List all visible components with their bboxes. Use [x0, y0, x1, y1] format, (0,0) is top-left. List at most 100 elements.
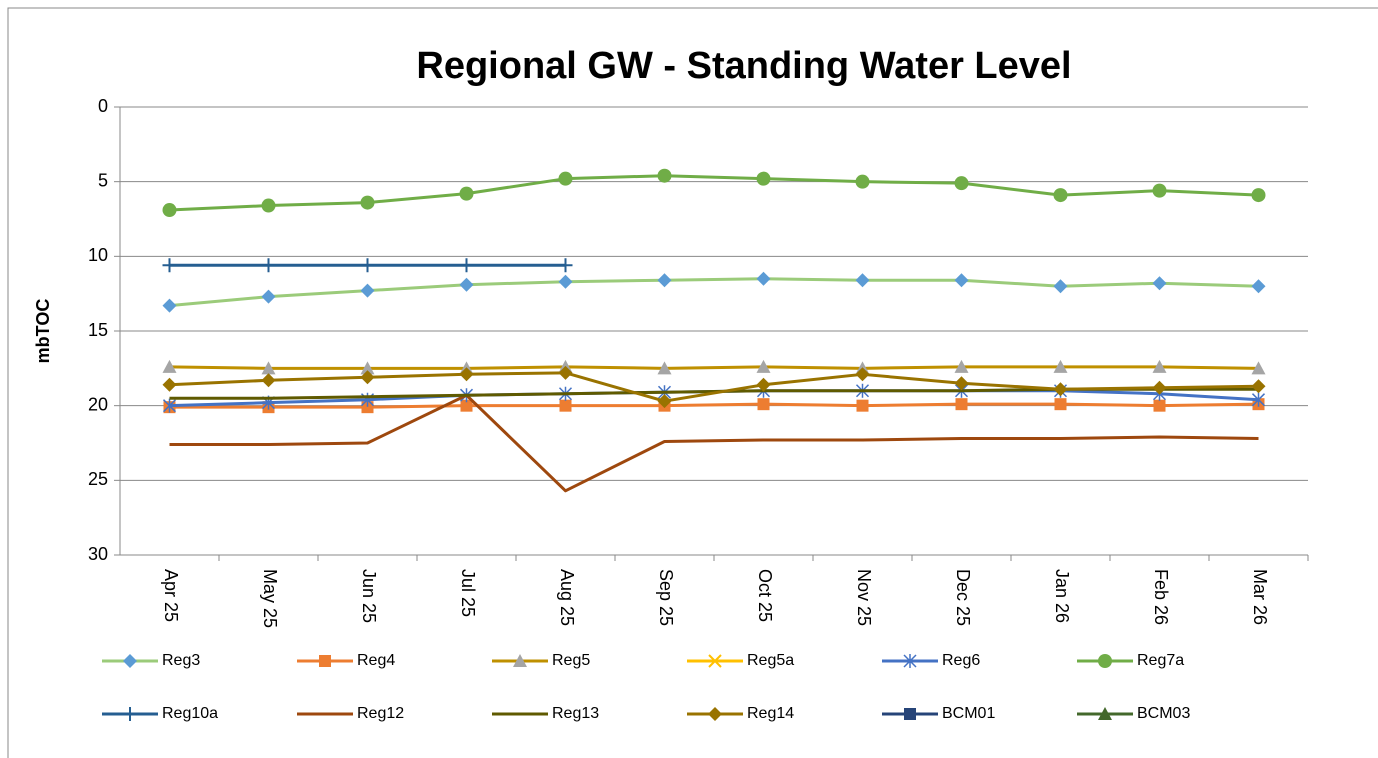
legend-label: BCM03 — [1137, 705, 1190, 722]
marker — [756, 171, 771, 186]
legend-label: Reg7a — [1137, 652, 1184, 669]
marker — [261, 198, 276, 213]
marker — [657, 273, 672, 288]
legend-label: Reg10a — [162, 705, 218, 722]
chart-border — [7, 7, 1378, 758]
marker — [1152, 276, 1167, 291]
x-tick-label: Jul 25 — [458, 569, 478, 617]
marker — [954, 273, 969, 288]
marker — [1251, 379, 1266, 394]
marker — [1251, 361, 1266, 375]
marker — [1098, 654, 1112, 668]
marker — [954, 359, 969, 373]
y-tick-label: 5 — [98, 170, 108, 190]
marker — [657, 394, 672, 409]
legend-label: Reg6 — [942, 652, 980, 669]
marker — [855, 367, 870, 382]
series-line — [169, 277, 1259, 308]
marker — [855, 273, 870, 288]
marker — [1054, 398, 1067, 411]
marker — [123, 654, 137, 668]
legend-label: Reg13 — [552, 705, 599, 722]
y-tick-label: 25 — [88, 469, 108, 489]
x-tick-label: Jun 25 — [359, 569, 379, 623]
marker — [558, 274, 573, 289]
legend-item: Reg6 — [882, 652, 980, 669]
marker — [162, 398, 177, 413]
legend-label: Reg5a — [747, 652, 794, 669]
marker — [955, 398, 968, 411]
marker — [361, 401, 374, 414]
marker — [558, 365, 573, 380]
legend-label: Reg12 — [357, 705, 404, 722]
legend-item: Reg5a — [687, 652, 794, 669]
marker — [1053, 359, 1068, 373]
legend-label: Reg4 — [357, 652, 395, 669]
legend-item: Reg3 — [102, 652, 200, 669]
marker — [319, 655, 331, 667]
marker — [360, 195, 375, 210]
marker — [360, 361, 375, 375]
x-tick-label: Nov 25 — [854, 569, 874, 626]
legend-item: Reg10a — [102, 705, 218, 722]
x-tick-label: Feb 26 — [1151, 569, 1171, 625]
marker — [756, 377, 771, 392]
marker — [657, 361, 672, 375]
legend-item: Reg12 — [297, 705, 404, 722]
legend-item: Reg14 — [687, 705, 794, 722]
marker — [360, 283, 375, 298]
series-line — [169, 365, 1259, 370]
series-line — [169, 174, 1259, 212]
marker — [903, 654, 917, 668]
legend-label: Reg5 — [552, 652, 590, 669]
marker — [261, 361, 276, 375]
y-axis-label: mbTOC — [33, 299, 53, 364]
series-line — [169, 371, 1259, 403]
marker — [1152, 183, 1167, 198]
legend-label: Reg3 — [162, 652, 200, 669]
marker — [756, 359, 771, 373]
y-tick-label: 10 — [88, 245, 108, 265]
legend-item: Reg13 — [492, 705, 599, 722]
legend-label: Reg14 — [747, 705, 794, 722]
marker — [459, 367, 474, 382]
legend-item: Reg4 — [297, 652, 395, 669]
marker — [1098, 707, 1112, 720]
marker — [123, 707, 137, 721]
x-tick-label: Mar 26 — [1250, 569, 1270, 625]
marker — [756, 271, 771, 286]
marker — [559, 399, 572, 412]
x-tick-label: Dec 25 — [953, 569, 973, 626]
marker — [1053, 279, 1068, 294]
marker — [708, 654, 722, 668]
marker — [1053, 188, 1068, 203]
marker — [162, 359, 177, 373]
y-tick-label: 20 — [88, 394, 108, 414]
marker — [708, 707, 722, 721]
series-line — [169, 393, 1259, 493]
marker — [261, 289, 276, 304]
marker — [954, 176, 969, 191]
y-tick-label: 30 — [88, 544, 108, 564]
marker — [954, 376, 969, 391]
x-tick-label: May 25 — [260, 569, 280, 628]
marker — [657, 168, 672, 183]
marker — [558, 171, 573, 186]
marker — [1251, 279, 1266, 294]
x-tick-label: Oct 25 — [755, 569, 775, 622]
marker — [459, 258, 474, 273]
legend-item: Reg5 — [492, 652, 590, 669]
marker — [558, 258, 573, 273]
x-tick-label: Sep 25 — [656, 569, 676, 626]
marker — [1251, 188, 1266, 203]
marker — [162, 203, 177, 218]
marker — [513, 654, 527, 667]
y-tick-label: 0 — [98, 96, 108, 116]
series-line — [169, 402, 1259, 409]
legend-item: Reg7a — [1077, 652, 1184, 669]
marker — [1251, 392, 1266, 407]
y-tick-label: 15 — [88, 320, 108, 340]
legend-item: BCM03 — [1077, 705, 1190, 722]
marker — [162, 377, 177, 392]
marker — [1152, 359, 1167, 373]
